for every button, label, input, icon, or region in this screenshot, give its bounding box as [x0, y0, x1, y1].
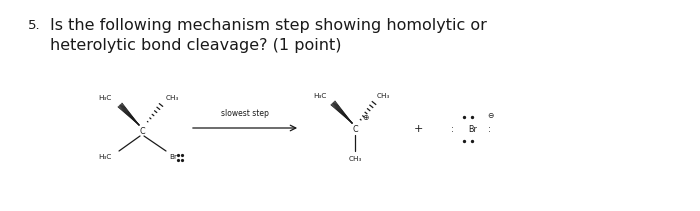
Text: Br: Br — [468, 124, 477, 134]
Text: H₃C: H₃C — [99, 95, 112, 101]
Text: CH₃: CH₃ — [377, 93, 391, 99]
Text: :: : — [488, 124, 491, 134]
Text: ⊕: ⊕ — [362, 112, 368, 122]
Text: :: : — [451, 124, 454, 134]
Text: CH₃: CH₃ — [166, 95, 179, 101]
Text: Is the following mechanism step showing homolytic or
heterolytic bond cleavage? : Is the following mechanism step showing … — [50, 18, 487, 53]
Text: +: + — [413, 124, 423, 134]
Text: Br: Br — [169, 154, 177, 160]
Text: slowest step: slowest step — [221, 110, 269, 119]
Text: ⊖: ⊖ — [486, 111, 493, 119]
Text: 5.: 5. — [28, 19, 41, 32]
Text: H₃C: H₃C — [314, 93, 327, 99]
Text: H₃C: H₃C — [99, 154, 112, 160]
Text: C: C — [352, 124, 358, 134]
Text: CH₃: CH₃ — [349, 156, 362, 162]
Text: C: C — [139, 127, 145, 135]
